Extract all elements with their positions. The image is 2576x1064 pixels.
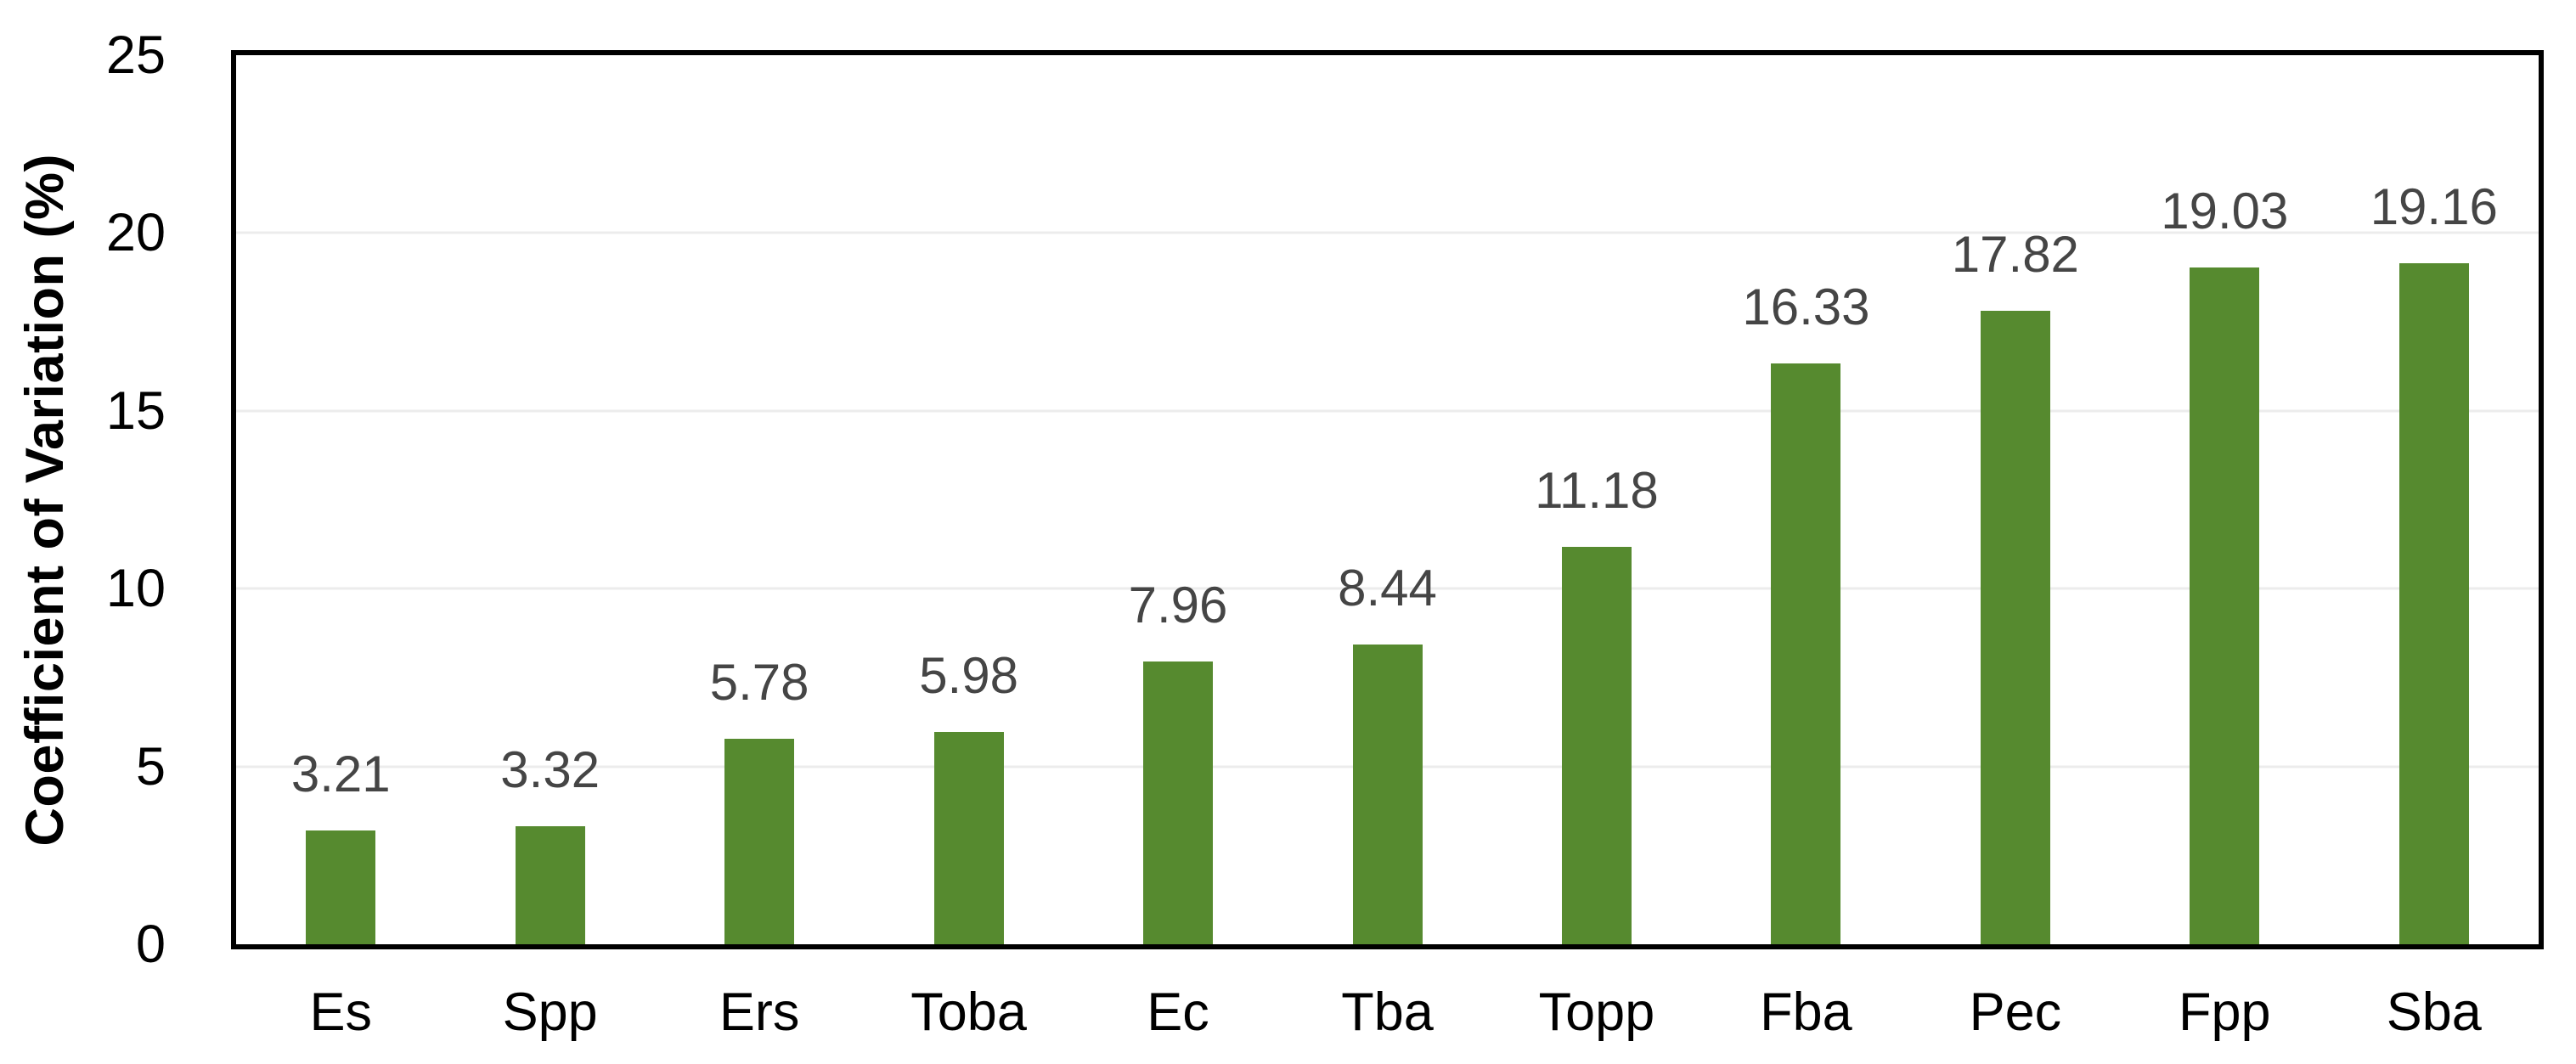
y-tick-label-25: 25 bbox=[105, 25, 166, 85]
y-tick-label-0: 0 bbox=[135, 915, 166, 974]
bar-value-Topp: 11.18 bbox=[1535, 461, 1659, 519]
x-category-label-Ers: Ers bbox=[719, 982, 800, 1042]
bar-value-Pec: 17.82 bbox=[1951, 225, 2079, 283]
bar-Fba bbox=[1771, 363, 1841, 944]
bar-Toba bbox=[933, 731, 1004, 944]
gridline-15 bbox=[236, 409, 2539, 413]
gridline-10 bbox=[236, 587, 2539, 590]
bar-value-Ers: 5.78 bbox=[709, 653, 809, 711]
bar-value-Spp: 3.32 bbox=[500, 740, 600, 798]
bar-value-Toba: 5.98 bbox=[919, 646, 1018, 704]
bar-Ec bbox=[1143, 661, 1214, 944]
bar-Es bbox=[306, 830, 376, 944]
x-category-label-Sba: Sba bbox=[2386, 982, 2482, 1042]
bar-Topp bbox=[1561, 546, 1632, 944]
y-tick-label-5: 5 bbox=[135, 736, 166, 797]
y-tick-label-10: 10 bbox=[105, 559, 166, 619]
plot-area: 3.21 3.32 5.78 5.98 7.96 8.44 11.18 16.33 17.82 1… bbox=[231, 50, 2544, 949]
x-category-label-Topp: Topp bbox=[1538, 982, 1655, 1042]
bar-value-Fba: 16.33 bbox=[1742, 279, 1870, 336]
x-category-label-Spp: Spp bbox=[502, 982, 598, 1042]
bar-Ers bbox=[724, 738, 795, 944]
y-tick-label-15: 15 bbox=[105, 380, 166, 441]
bar-Sba bbox=[2398, 262, 2469, 944]
x-category-label-Fpp: Fpp bbox=[2179, 982, 2271, 1042]
y-tick-label-20: 20 bbox=[105, 203, 166, 263]
x-category-label-Tba: Tba bbox=[1341, 982, 1434, 1042]
y-axis-title: Coefficient of Variation (%) bbox=[7, 50, 83, 949]
bar-value-Sba: 19.16 bbox=[2370, 177, 2498, 235]
gridline-20 bbox=[236, 231, 2539, 234]
x-category-label-Ec: Ec bbox=[1147, 982, 1209, 1042]
x-category-label-Es: Es bbox=[309, 982, 372, 1042]
bar-value-Es: 3.21 bbox=[290, 745, 391, 802]
x-category-label-Fba: Fba bbox=[1760, 982, 1852, 1042]
bar-Pec bbox=[1980, 310, 2050, 944]
bar-value-Ec: 7.96 bbox=[1128, 576, 1228, 633]
bar-value-Fpp: 19.03 bbox=[2161, 183, 2289, 240]
x-category-label-Toba: Toba bbox=[910, 982, 1027, 1042]
bar-Spp bbox=[515, 825, 585, 944]
bar-Fpp bbox=[2190, 267, 2260, 944]
x-category-label-Pec: Pec bbox=[1969, 982, 2062, 1042]
bar-value-Tba: 8.44 bbox=[1338, 559, 1437, 616]
bar-Tba bbox=[1352, 644, 1423, 944]
